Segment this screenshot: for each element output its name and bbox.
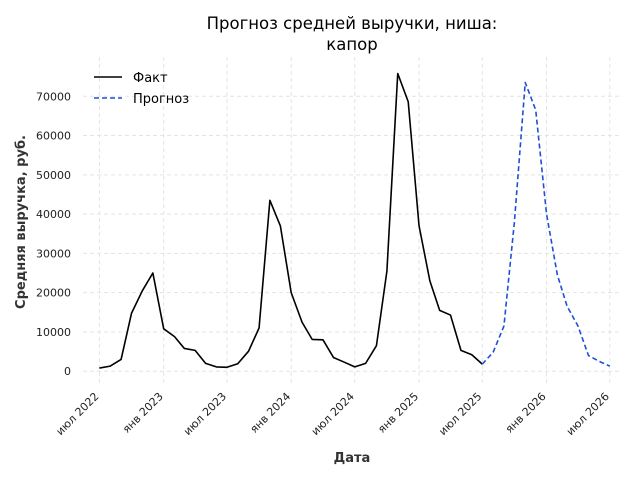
x-tick-label: июл 2024 bbox=[309, 390, 357, 438]
grid bbox=[83, 57, 622, 383]
y-tick-label: 10000 bbox=[36, 326, 71, 339]
y-tick-label: 60000 bbox=[36, 130, 71, 143]
y-tick-label: 70000 bbox=[36, 90, 71, 103]
series-line-fact bbox=[99, 72, 483, 369]
x-tick-label: июл 2022 bbox=[54, 390, 102, 438]
series-line-forecast bbox=[481, 81, 611, 367]
x-tick-label: июл 2025 bbox=[436, 390, 484, 438]
y-tick-label: 30000 bbox=[36, 247, 71, 260]
legend: Факт Прогноз bbox=[94, 71, 189, 107]
series-lines bbox=[99, 72, 611, 369]
x-tick-label: июл 2023 bbox=[181, 390, 229, 438]
x-tick-label: янв 2024 bbox=[247, 390, 293, 436]
legend-label-fact: Факт bbox=[133, 71, 168, 86]
legend-label-forecast: Прогноз bbox=[133, 92, 189, 107]
x-tick-label: янв 2026 bbox=[503, 390, 549, 436]
chart-title-line-1: Прогноз средней выручки, ниша: bbox=[207, 14, 498, 33]
y-axis-label: Средняя выручка, руб. bbox=[14, 135, 29, 309]
x-tick-label: янв 2025 bbox=[375, 390, 421, 436]
y-tick-label: 20000 bbox=[36, 287, 71, 300]
y-tick-label: 0 bbox=[64, 365, 71, 378]
x-tick-labels: июл 2022 янв 2023 июл 2023 янв 2024 июл 2024… bbox=[54, 390, 612, 438]
y-tick-label: 40000 bbox=[36, 208, 71, 221]
x-tick-label: июл 2026 bbox=[564, 390, 612, 438]
chart-title-line-2: капор bbox=[326, 35, 377, 54]
x-tick-label: янв 2023 bbox=[120, 390, 166, 436]
x-axis-label: Дата bbox=[334, 451, 371, 466]
y-tick-labels: 0 10000 20000 30000 40000 50000 60000 70000 bbox=[36, 90, 71, 378]
y-tick-label: 50000 bbox=[36, 169, 71, 182]
